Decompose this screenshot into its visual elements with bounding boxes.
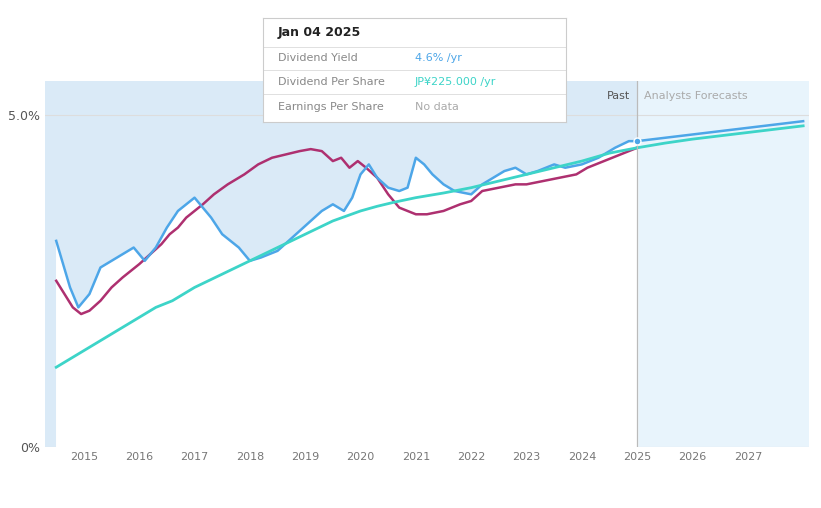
Bar [45, 81, 637, 447]
Bar [637, 81, 809, 447]
Text: Past: Past [608, 91, 631, 101]
Text: JP¥225.000 /yr: JP¥225.000 /yr [415, 77, 496, 87]
Text: Earnings Per Share: Earnings Per Share [277, 102, 383, 112]
Text: Dividend Per Share: Dividend Per Share [277, 77, 385, 87]
Text: 4.6% /yr: 4.6% /yr [415, 53, 461, 64]
Text: Analysts Forecasts: Analysts Forecasts [644, 91, 747, 101]
Text: Jan 04 2025: Jan 04 2025 [277, 26, 361, 39]
Text: Dividend Yield: Dividend Yield [277, 53, 358, 64]
Text: No data: No data [415, 102, 458, 112]
